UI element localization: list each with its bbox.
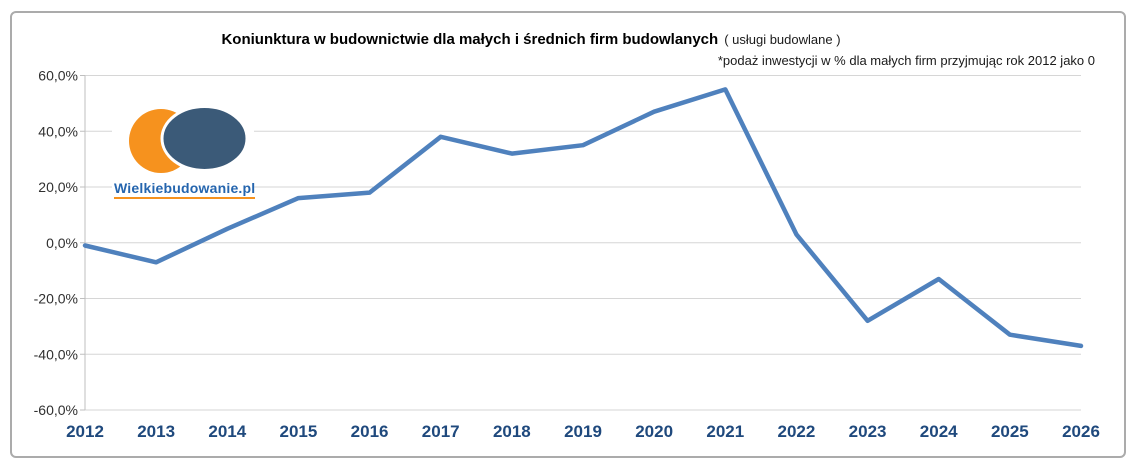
chart-subtitle: *podaż inwestycji w % dla małych firm pr… bbox=[717, 53, 1095, 68]
chart-title: Koniunktura w budownictwie dla małych i … bbox=[0, 31, 1062, 48]
y-tick-label: 60,0% bbox=[38, 68, 78, 84]
y-tick-label: 20,0% bbox=[38, 179, 78, 195]
y-tick-label: -20,0% bbox=[34, 291, 78, 307]
x-tick-label: 2016 bbox=[351, 422, 389, 441]
y-tick-label: -40,0% bbox=[34, 346, 78, 362]
x-tick-label: 2020 bbox=[635, 422, 673, 441]
chart-border bbox=[10, 11, 1126, 458]
logo-navy-circle-icon bbox=[160, 105, 249, 172]
data-line-series bbox=[82, 87, 1084, 349]
x-tick-label: 2019 bbox=[564, 422, 602, 441]
x-tick-label: 2013 bbox=[137, 422, 175, 441]
x-tick-label: 2015 bbox=[280, 422, 318, 441]
chart-title-main: Koniunktura w budownictwie dla małych i … bbox=[221, 31, 719, 48]
x-tick-label: 2021 bbox=[706, 422, 744, 441]
x-tick-label: 2025 bbox=[991, 422, 1029, 441]
x-tick-label: 2022 bbox=[778, 422, 816, 441]
x-tick-label: 2026 bbox=[1062, 422, 1100, 441]
x-tick-label: 2024 bbox=[920, 422, 958, 441]
x-tick-label: 2014 bbox=[208, 422, 246, 441]
y-tick-label: -60,0% bbox=[34, 402, 78, 418]
x-tick-label: 2012 bbox=[66, 422, 104, 441]
logo-graphic bbox=[129, 105, 249, 173]
logo: Wielkiebudowanie.pl bbox=[112, 103, 256, 201]
logo-text: Wielkiebudowanie.pl bbox=[114, 180, 256, 199]
x-tick-label: 2023 bbox=[849, 422, 887, 441]
x-tick-label: 2018 bbox=[493, 422, 531, 441]
chart-title-note: ( usługi budowlane ) bbox=[724, 32, 841, 47]
x-tick-label: 2017 bbox=[422, 422, 460, 441]
y-tick-label: 40,0% bbox=[38, 123, 78, 139]
y-tick-label: 0,0% bbox=[46, 235, 78, 251]
